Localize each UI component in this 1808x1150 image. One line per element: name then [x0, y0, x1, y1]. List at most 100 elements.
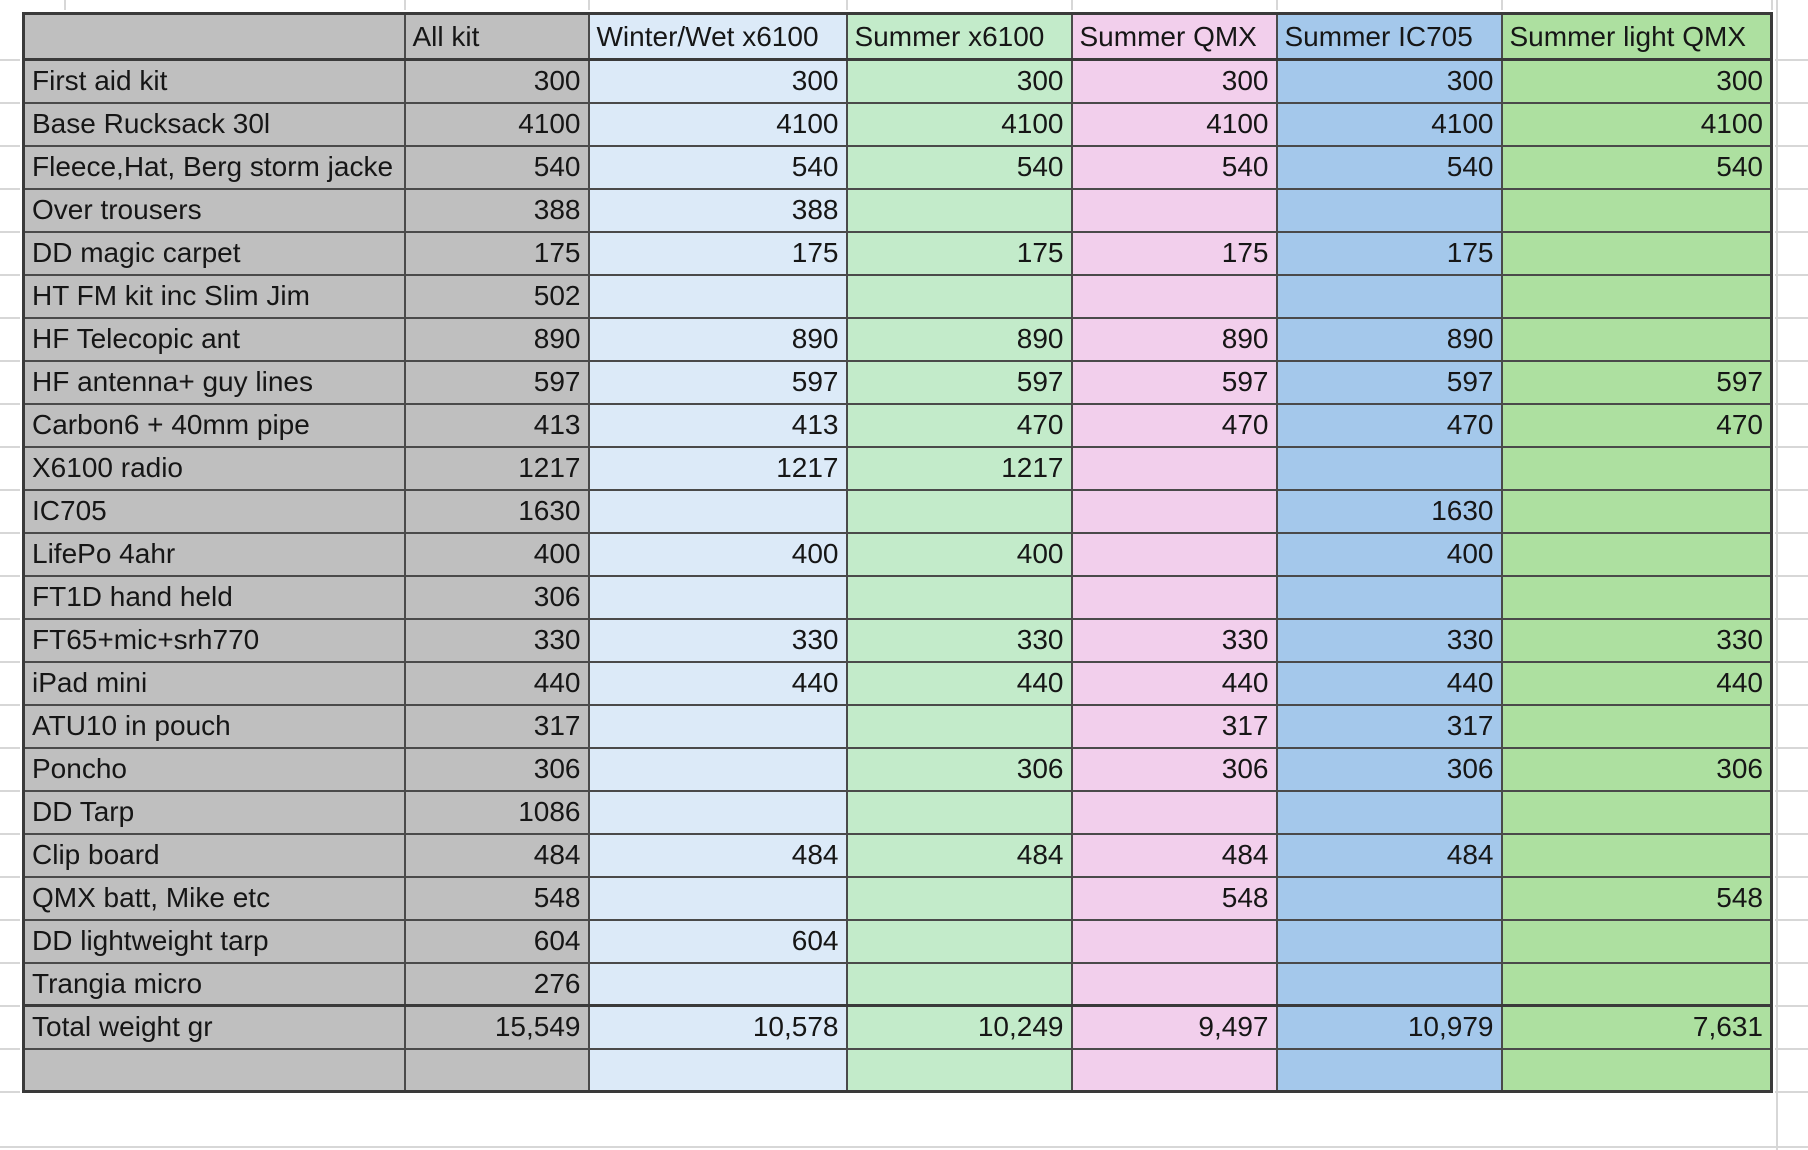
value-cell[interactable]: 306 — [1070, 746, 1278, 792]
value-cell[interactable]: 276 — [403, 961, 590, 1007]
row-label-cell[interactable]: QMX batt, Mike etc — [22, 875, 406, 921]
value-cell[interactable]: 890 — [845, 316, 1073, 362]
row-label-cell[interactable]: HT FM kit inc Slim Jim — [22, 273, 406, 319]
value-cell[interactable] — [845, 961, 1073, 1007]
value-cell[interactable]: 4100 — [587, 101, 848, 147]
row-label-cell[interactable]: ATU10 in pouch — [22, 703, 406, 749]
row-label-cell[interactable]: Clip board — [22, 832, 406, 878]
value-cell[interactable] — [1275, 574, 1503, 620]
value-cell[interactable] — [1500, 273, 1773, 319]
value-cell[interactable]: 330 — [587, 617, 848, 663]
value-cell[interactable]: 890 — [587, 316, 848, 362]
value-cell[interactable]: 484 — [1275, 832, 1503, 878]
row-label-cell[interactable]: HF Telecopic ant — [22, 316, 406, 362]
value-cell[interactable] — [1500, 187, 1773, 233]
row-label-cell[interactable]: Poncho — [22, 746, 406, 792]
value-cell[interactable] — [845, 789, 1073, 835]
value-cell[interactable]: 413 — [403, 402, 590, 448]
value-cell[interactable]: 890 — [1070, 316, 1278, 362]
value-cell[interactable] — [587, 488, 848, 534]
value-cell[interactable]: 548 — [1500, 875, 1773, 921]
value-cell[interactable]: 300 — [1070, 58, 1278, 104]
value-cell[interactable] — [587, 789, 848, 835]
row-label-cell[interactable]: FT1D hand held — [22, 574, 406, 620]
value-cell[interactable]: 890 — [1275, 316, 1503, 362]
value-cell[interactable]: 4100 — [845, 101, 1073, 147]
value-cell[interactable] — [1500, 531, 1773, 577]
value-cell[interactable]: 1630 — [1275, 488, 1503, 534]
empty-value-cell[interactable] — [845, 1047, 1073, 1093]
value-cell[interactable] — [1070, 445, 1278, 491]
row-label-cell[interactable]: iPad mini — [22, 660, 406, 706]
value-cell[interactable] — [1500, 316, 1773, 362]
value-cell[interactable]: 306 — [845, 746, 1073, 792]
value-cell[interactable] — [1070, 961, 1278, 1007]
value-cell[interactable]: 175 — [1275, 230, 1503, 276]
value-cell[interactable]: 330 — [1500, 617, 1773, 663]
value-cell[interactable]: 540 — [403, 144, 590, 190]
value-cell[interactable] — [1275, 187, 1503, 233]
value-cell[interactable]: 175 — [587, 230, 848, 276]
value-cell[interactable] — [845, 273, 1073, 319]
total-value-cell[interactable]: 10,578 — [587, 1004, 848, 1050]
total-value-cell[interactable]: 7,631 — [1500, 1004, 1773, 1050]
value-cell[interactable]: 388 — [587, 187, 848, 233]
value-cell[interactable]: 1086 — [403, 789, 590, 835]
value-cell[interactable] — [845, 918, 1073, 964]
value-cell[interactable] — [1275, 961, 1503, 1007]
total-value-cell[interactable]: 15,549 — [403, 1004, 590, 1050]
value-cell[interactable]: 400 — [587, 531, 848, 577]
total-label-cell[interactable]: Total weight gr — [22, 1004, 406, 1050]
value-cell[interactable] — [1275, 445, 1503, 491]
value-cell[interactable] — [1070, 574, 1278, 620]
column-header-cell[interactable]: Summer IC705 — [1275, 12, 1503, 61]
value-cell[interactable] — [587, 273, 848, 319]
row-label-cell[interactable]: Carbon6 + 40mm pipe — [22, 402, 406, 448]
value-cell[interactable]: 484 — [587, 832, 848, 878]
row-label-cell[interactable]: FT65+mic+srh770 — [22, 617, 406, 663]
value-cell[interactable] — [587, 961, 848, 1007]
row-label-cell[interactable]: DD Tarp — [22, 789, 406, 835]
value-cell[interactable] — [587, 746, 848, 792]
value-cell[interactable]: 300 — [1500, 58, 1773, 104]
value-cell[interactable]: 440 — [587, 660, 848, 706]
value-cell[interactable]: 440 — [1275, 660, 1503, 706]
value-cell[interactable] — [1275, 273, 1503, 319]
value-cell[interactable]: 300 — [1275, 58, 1503, 104]
value-cell[interactable]: 597 — [845, 359, 1073, 405]
value-cell[interactable]: 548 — [403, 875, 590, 921]
value-cell[interactable]: 317 — [1275, 703, 1503, 749]
row-label-cell[interactable]: Base Rucksack 30l — [22, 101, 406, 147]
value-cell[interactable]: 317 — [403, 703, 590, 749]
value-cell[interactable] — [587, 574, 848, 620]
value-cell[interactable]: 413 — [587, 402, 848, 448]
value-cell[interactable] — [1500, 832, 1773, 878]
row-label-cell[interactable]: Trangia micro — [22, 961, 406, 1007]
column-header-cell[interactable]: Winter/Wet x6100 — [587, 12, 848, 61]
value-cell[interactable] — [1500, 488, 1773, 534]
value-cell[interactable]: 1217 — [587, 445, 848, 491]
row-label-cell[interactable]: DD magic carpet — [22, 230, 406, 276]
value-cell[interactable]: 440 — [845, 660, 1073, 706]
empty-value-cell[interactable] — [587, 1047, 848, 1093]
row-label-cell[interactable]: X6100 radio — [22, 445, 406, 491]
value-cell[interactable] — [1500, 445, 1773, 491]
value-cell[interactable] — [845, 875, 1073, 921]
value-cell[interactable]: 306 — [403, 574, 590, 620]
value-cell[interactable] — [1500, 230, 1773, 276]
value-cell[interactable]: 484 — [845, 832, 1073, 878]
value-cell[interactable]: 502 — [403, 273, 590, 319]
value-cell[interactable]: 540 — [845, 144, 1073, 190]
value-cell[interactable]: 470 — [1275, 402, 1503, 448]
value-cell[interactable] — [1070, 918, 1278, 964]
corner-cell[interactable] — [22, 12, 406, 61]
value-cell[interactable]: 540 — [1070, 144, 1278, 190]
value-cell[interactable]: 175 — [845, 230, 1073, 276]
value-cell[interactable]: 330 — [1070, 617, 1278, 663]
value-cell[interactable]: 1630 — [403, 488, 590, 534]
value-cell[interactable] — [1275, 789, 1503, 835]
value-cell[interactable] — [1070, 789, 1278, 835]
value-cell[interactable]: 604 — [587, 918, 848, 964]
column-header-cell[interactable]: Summer light QMX — [1500, 12, 1773, 61]
value-cell[interactable] — [845, 488, 1073, 534]
